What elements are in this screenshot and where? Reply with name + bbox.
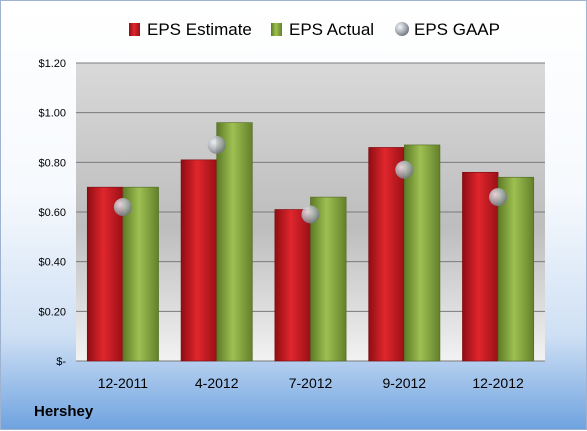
legend-eps-estimate: EPS Estimate <box>129 20 252 39</box>
eps-actual-bar <box>403 144 441 362</box>
x-tick-label: 12-2012 <box>472 375 524 391</box>
legend-label: EPS Actual <box>289 20 374 39</box>
eps-actual-bar <box>497 176 535 362</box>
legend-eps-actual: EPS Actual <box>271 20 374 39</box>
y-tick-label: $1.20 <box>38 58 66 70</box>
y-tick-label: $0.80 <box>38 157 66 169</box>
eps-actual-bar <box>122 186 159 362</box>
y-tick-label: $0.60 <box>38 207 66 219</box>
eps-gaap-marker <box>489 188 508 207</box>
legend-eps-gaap: EPS GAAP <box>395 20 500 39</box>
eps-gaap-marker <box>113 198 132 217</box>
legend-label: EPS GAAP <box>414 20 500 39</box>
y-tick-label: $0.40 <box>38 257 66 269</box>
x-tick-label: 9-2012 <box>383 375 427 391</box>
eps-estimate-bar <box>180 159 218 362</box>
y-tick-label: $- <box>56 356 66 368</box>
eps-gaap-marker <box>395 160 414 179</box>
x-tick-label: 12-2011 <box>98 375 149 391</box>
eps-gaap-marker <box>207 135 226 154</box>
eps-estimate-bar <box>274 209 311 362</box>
x-tick-label: 4-2012 <box>195 375 239 391</box>
legend-label: EPS Estimate <box>147 20 252 39</box>
legend-swatch <box>271 23 282 36</box>
eps-actual-bar <box>310 196 347 362</box>
company-name: Hershey <box>34 403 94 420</box>
eps-estimate-bar <box>368 147 405 362</box>
y-tick-label: $0.20 <box>38 306 66 318</box>
x-tick-label: 7-2012 <box>289 375 333 391</box>
legend-swatch <box>129 23 140 36</box>
y-tick-label: $1.00 <box>38 108 66 120</box>
eps-gaap-marker <box>301 205 320 224</box>
legend-swatch <box>395 22 409 36</box>
eps-actual-bar <box>216 122 253 362</box>
